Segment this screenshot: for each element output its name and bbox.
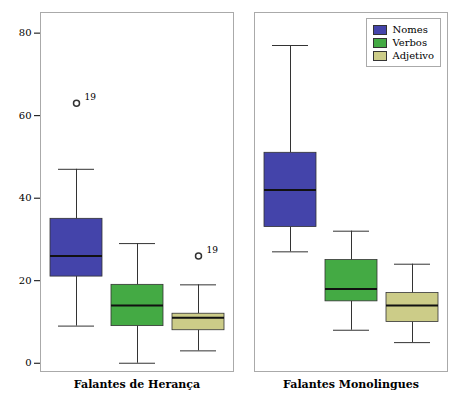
svg-text:80: 80 bbox=[19, 27, 32, 38]
svg-text:Falantes de Herança: Falantes de Herança bbox=[74, 378, 200, 391]
svg-text:Falantes Monolingues: Falantes Monolingues bbox=[283, 378, 419, 391]
html-text:Adjetivo: Adjetivo bbox=[392, 50, 434, 61]
svg-text:19: 19 bbox=[207, 245, 219, 255]
svg-text:40: 40 bbox=[19, 192, 32, 203]
svg-text:60: 60 bbox=[19, 110, 32, 121]
svg-text:20: 20 bbox=[19, 275, 32, 286]
html-text:Verbos: Verbos bbox=[392, 37, 427, 48]
svg-text:0: 0 bbox=[25, 357, 31, 368]
html-text:Nomes: Nomes bbox=[392, 24, 428, 35]
svg-text:19: 19 bbox=[85, 92, 97, 102]
